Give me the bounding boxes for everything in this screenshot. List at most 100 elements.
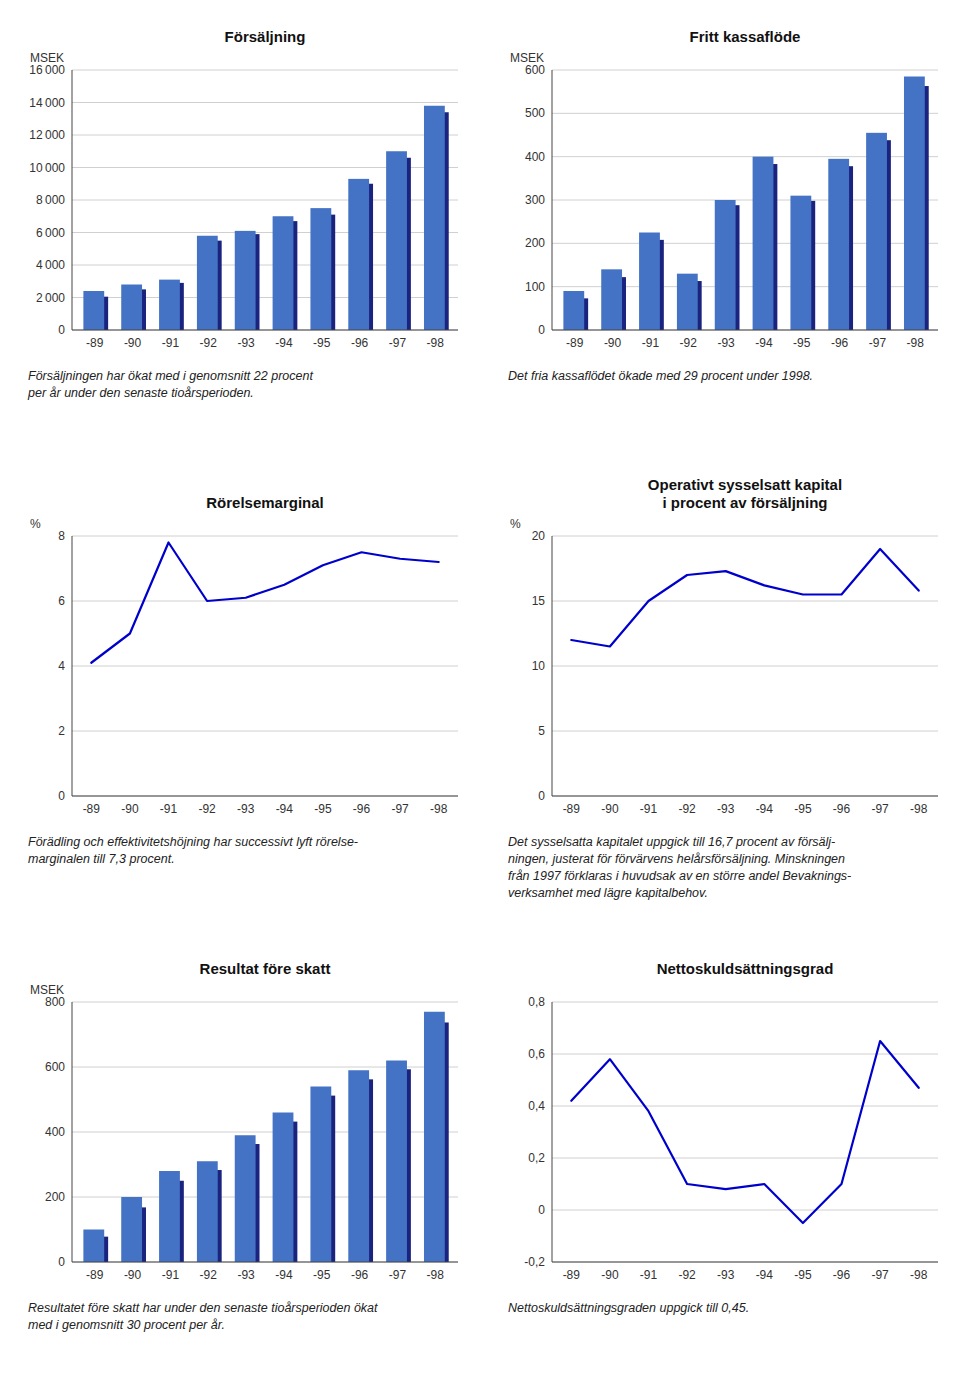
x-tick-label: -97 [389,336,407,350]
caption-line: Resultatet före skatt har under den sena… [28,1301,378,1315]
chart-panel: 05101520-89-90-91-92-93-94-95-96-97-98Op… [508,476,938,900]
plot-marks [571,1041,918,1223]
x-tick-label: -96 [833,802,851,816]
y-axis-label: MSEK [30,983,64,997]
x-tick-label: -95 [314,802,332,816]
caption: Det sysselsatta kapitalet uppgick till 1… [508,835,851,900]
bar [904,77,925,331]
chart-title: Försäljning [225,28,306,45]
x-tick-labels: -89-90-91-92-93-94-95-96-97-98 [86,1268,444,1282]
grid-line [552,1106,938,1107]
bar [563,291,584,330]
y-tick-label: 2 000 [36,291,65,305]
grid-line [552,1002,938,1003]
caption-line: Det sysselsatta kapitalet uppgick till 1… [508,835,835,849]
x-tick-labels: -89-90-91-92-93-94-95-96-97-98 [83,802,448,816]
caption: Försäljningen har ökat med i genomsnitt … [27,369,313,400]
title-line: Resultat före skatt [200,960,331,977]
y-tick-label: 400 [525,150,545,164]
x-tick-label: -89 [83,802,101,816]
bar [159,1171,180,1262]
y-axis-label: MSEK [510,51,544,65]
chart-panel: 0200400600800 -89-90-91-92-93-94-95-96-97… [28,960,458,1332]
title-line: Fritt kassaflöde [690,28,801,45]
x-tick-label: -91 [162,1268,180,1282]
x-tick-label: -91 [640,802,658,816]
bar-series [83,1012,444,1262]
x-tick-label: -98 [430,802,448,816]
line [571,1041,918,1223]
x-tick-label: -90 [121,802,139,816]
plot-marks [571,549,918,647]
y-tick-labels: -0,200,20,40,60,8 [524,995,545,1269]
bar [386,151,407,330]
bar [828,159,849,330]
y-tick-label: 4 000 [36,258,65,272]
y-grid [72,70,458,330]
caption-line: med i genomsnitt 30 procent per år. [28,1318,225,1332]
x-tick-label: -91 [162,336,180,350]
grid-line [552,796,938,797]
plot-marks [91,543,438,663]
y-tick-label: 0,2 [528,1151,545,1165]
y-tick-labels: 02 0004 0006 0008 00010 00012 00014 0001… [29,63,65,337]
x-tick-label: -92 [200,336,218,350]
bar [235,231,256,330]
y-tick-label: 0,8 [528,995,545,1009]
y-tick-label: -0,2 [524,1255,545,1269]
y-axis-label: MSEK [30,51,64,65]
grid-line [552,1262,938,1263]
y-grid [552,70,938,330]
y-grid [552,536,938,796]
x-tick-label: -93 [237,336,255,350]
y-tick-label: 0 [538,1203,545,1217]
caption-line: per år under den senaste tioårsperioden. [27,386,254,400]
x-tick-label: -89 [563,1268,581,1282]
chart-panel: 02 0004 0006 0008 00010 00012 00014 0001… [27,28,458,400]
y-axis-label: % [510,517,521,531]
y-tick-label: 4 [58,659,65,673]
y-tick-label: 0 [58,323,65,337]
x-tick-label: -89 [86,1268,104,1282]
bar [197,1161,218,1262]
bar [83,1230,104,1263]
bar [715,200,736,330]
chart-title: Rörelsemarginal [206,494,324,511]
y-axis-line [72,536,73,796]
grid-line [72,796,458,797]
grid-line [72,330,458,331]
title-line: Rörelsemarginal [206,494,324,511]
grid-line [552,1210,938,1211]
grid-line [72,70,458,71]
caption-line: Nettoskuldsättningsgraden uppgick till 0… [508,1301,749,1315]
x-tick-label: -97 [871,1268,889,1282]
bar [790,196,811,330]
bar [348,1070,369,1262]
bar [601,269,622,330]
bar-series [563,77,924,331]
x-tick-label: -96 [833,1268,851,1282]
y-tick-labels: 02468 [58,529,65,803]
caption: Förädling och effektivitetshöjning har s… [28,835,358,866]
bar [83,291,104,330]
line [91,543,438,663]
title-line: Försäljning [225,28,306,45]
y-tick-labels: 0200400600800 [45,995,65,1269]
plot-marks [83,1012,448,1262]
bar [866,133,887,330]
x-tick-label: -89 [86,336,104,350]
x-tick-label: -94 [275,336,293,350]
caption: Resultatet före skatt har under den sena… [28,1301,378,1332]
bar [273,1113,294,1263]
chart-title: Resultat före skatt [200,960,331,977]
bar [424,106,445,330]
x-tick-label: -93 [237,1268,255,1282]
grid-line [72,731,458,732]
y-tick-label: 8 [58,529,65,543]
x-tick-labels: -89-90-91-92-93-94-95-96-97-98 [563,1268,928,1282]
chart-panel: 0100200300400500600-89-90-91-92-93-94-95… [508,28,938,383]
y-axis-line [552,536,553,796]
title-line: i procent av försäljning [662,494,827,511]
x-tick-label: -95 [313,336,331,350]
x-tick-label: -92 [680,336,698,350]
